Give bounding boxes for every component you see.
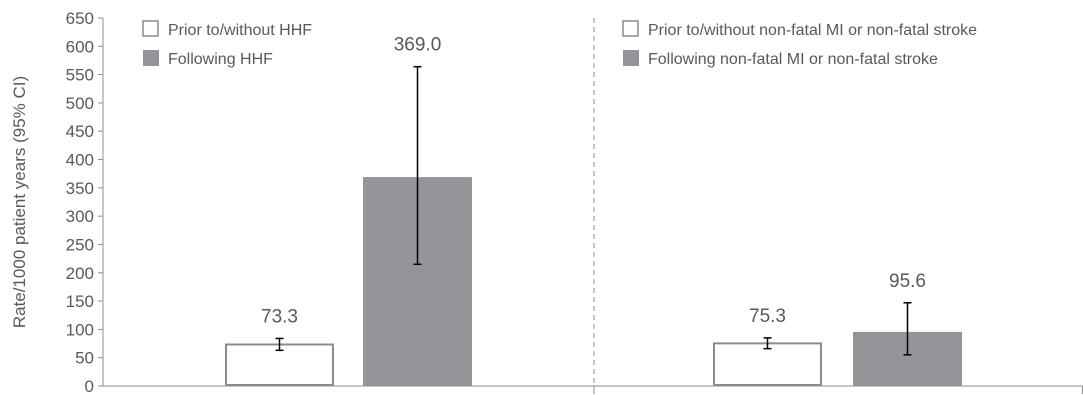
data-label: 369.0 [394,35,442,56]
data-label: 95.6 [889,271,926,292]
y-tick-label: 550 [66,66,94,85]
legend-label: Prior to/without non-fatal MI or non-fat… [648,22,977,39]
y-tick-label: 150 [66,292,94,311]
y-tick-label: 350 [66,179,94,198]
y-tick-label: 400 [66,151,94,170]
legend-swatch [622,20,639,37]
y-tick-label: 300 [66,207,94,226]
y-tick-label: 200 [66,264,94,283]
bar [713,342,822,387]
y-tick-label: 450 [66,122,94,141]
error-bars [275,65,912,356]
y-axis-ticks: 0 50 100 150 200 250 300 350 400 450 500 550 600 650 [66,9,103,395]
legend-swatch [143,50,159,66]
y-axis-title: Rate/1000 patient years (95% CI) [10,76,29,328]
y-tick-label: 650 [66,9,94,28]
legend-swatch [623,50,639,66]
y-tick-label: 500 [66,94,94,113]
y-tick-label: 600 [66,37,94,56]
data-labels: 73.3 369.0 75.3 95.6 [261,35,926,328]
legends: Prior to/without HHF Following HHF Prior t… [142,20,977,68]
y-tick-label: 250 [66,235,94,254]
data-label: 75.3 [749,306,786,327]
legend-label: Prior to/without HHF [168,22,312,39]
bar [225,343,334,386]
y-tick-label: 50 [75,349,94,368]
legend-swatch [142,20,159,37]
legend-label: Following non-fatal MI or non-fatal stro… [648,51,938,68]
data-label: 73.3 [261,306,298,327]
legend-label: Following HHF [168,51,273,68]
y-tick-label: 0 [85,377,94,395]
y-tick-label: 100 [66,320,94,339]
